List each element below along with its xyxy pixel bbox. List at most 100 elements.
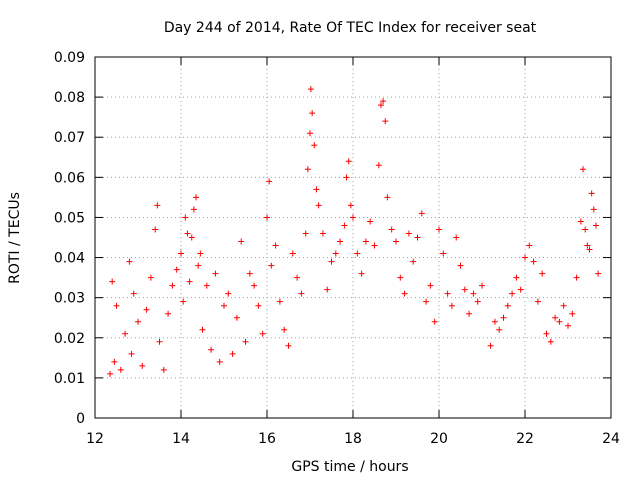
y-tick-label: 0.09 <box>54 50 85 66</box>
data-point <box>382 118 389 125</box>
data-point <box>393 238 399 245</box>
data-point <box>590 206 597 213</box>
data-point <box>367 218 374 225</box>
data-point <box>266 178 273 185</box>
data-point <box>225 290 232 297</box>
y-tick-labels: 0 0.01 0.02 0.03 0.04 0.05 0.06 0.07 0.08 0.09 <box>54 50 85 427</box>
data-point <box>517 286 524 293</box>
data-point <box>251 282 258 289</box>
data-point <box>268 262 275 269</box>
chart-title: Day 244 of 2014, Rate Of TEC Index for r… <box>164 20 537 36</box>
data-point <box>298 290 305 297</box>
y-tick-label: 0.04 <box>54 251 85 267</box>
data-point <box>156 338 163 345</box>
data-point <box>573 274 580 281</box>
data-point <box>491 318 498 325</box>
data-point <box>238 238 245 245</box>
y-tick-label: 0.06 <box>54 170 85 186</box>
data-point <box>154 202 161 209</box>
data-point <box>580 166 587 173</box>
data-point <box>530 258 537 265</box>
data-point <box>588 190 595 197</box>
data-point <box>461 286 468 293</box>
data-point <box>595 270 602 277</box>
data-point <box>130 290 137 297</box>
data-point <box>255 302 262 309</box>
data-point <box>547 338 554 345</box>
data-point <box>500 314 507 321</box>
data-point <box>233 314 240 321</box>
data-point <box>526 242 533 249</box>
x-tick-label: 22 <box>516 431 534 447</box>
data-point <box>586 246 593 253</box>
y-tick-label: 0.01 <box>54 371 85 387</box>
grid-lines <box>95 57 611 418</box>
data-point <box>113 302 120 309</box>
data-point <box>380 98 387 105</box>
data-point <box>289 250 296 257</box>
data-point <box>466 310 473 317</box>
data-point <box>272 242 279 249</box>
data-point <box>193 194 200 201</box>
data-point <box>388 226 395 233</box>
data-point <box>414 234 421 241</box>
data-point <box>246 270 253 277</box>
data-point <box>309 110 316 117</box>
data-points <box>107 86 602 377</box>
x-tick-labels: 12 14 16 18 20 22 24 <box>86 431 620 447</box>
data-point <box>479 282 485 289</box>
data-point <box>410 258 417 265</box>
data-point <box>350 214 356 221</box>
data-point <box>448 302 455 309</box>
data-point <box>436 226 442 233</box>
data-point <box>319 230 326 237</box>
data-point <box>584 242 591 249</box>
axis-ticks <box>94 56 612 419</box>
data-point <box>427 282 434 289</box>
data-point <box>180 298 187 305</box>
y-tick-label: 0.03 <box>54 291 85 307</box>
data-point <box>221 302 227 309</box>
data-point <box>147 274 154 281</box>
data-point <box>560 302 567 309</box>
y-axis-label: ROTI / TECUs <box>7 192 23 284</box>
data-point <box>195 262 202 269</box>
data-point <box>285 342 292 349</box>
data-point <box>294 274 301 281</box>
data-point <box>304 166 311 173</box>
data-point <box>173 266 180 273</box>
data-point <box>371 242 378 249</box>
y-tick-label: 0.07 <box>54 130 85 146</box>
data-point <box>341 222 348 229</box>
data-point <box>543 330 550 337</box>
data-point <box>377 102 384 109</box>
data-point <box>375 162 382 169</box>
data-point <box>522 254 528 261</box>
data-point <box>302 230 309 237</box>
data-point <box>397 274 404 281</box>
data-point <box>423 298 430 305</box>
x-tick-label: 20 <box>430 431 448 447</box>
data-point <box>418 210 425 217</box>
data-point <box>165 310 172 317</box>
data-point <box>440 250 447 257</box>
data-point <box>242 338 249 345</box>
data-point <box>135 318 141 325</box>
x-tick-label: 16 <box>258 431 276 447</box>
x-tick-label: 18 <box>344 431 362 447</box>
data-point <box>504 302 511 309</box>
data-point <box>111 358 118 365</box>
data-point <box>431 318 438 325</box>
data-point <box>513 274 520 281</box>
data-point <box>565 322 571 329</box>
y-tick-label: 0.08 <box>54 90 85 106</box>
data-point <box>212 270 219 277</box>
data-point <box>276 298 283 305</box>
data-point <box>160 366 167 373</box>
data-point <box>457 262 464 269</box>
data-point <box>281 326 288 333</box>
data-point <box>569 310 576 317</box>
data-point <box>197 250 204 257</box>
